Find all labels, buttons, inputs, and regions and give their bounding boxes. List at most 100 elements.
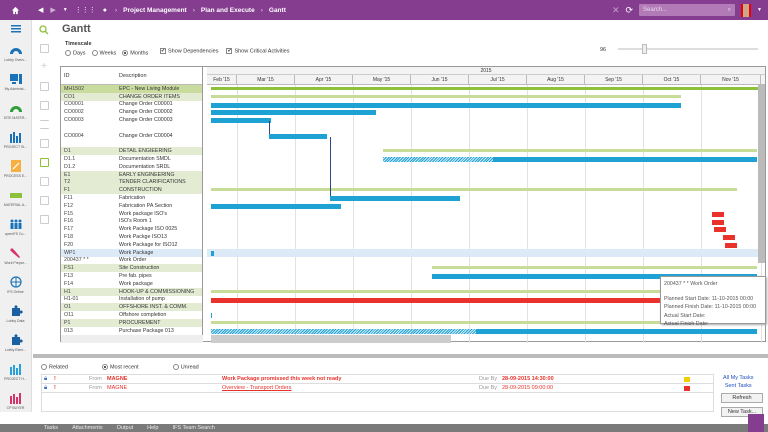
nav-lobby-overview[interactable]: Lobby Overv... bbox=[0, 38, 31, 67]
tab-output[interactable]: Output bbox=[116, 425, 134, 431]
search-icon[interactable]: ⌕ bbox=[727, 6, 732, 13]
gantt-bar[interactable] bbox=[712, 219, 724, 225]
form-tool[interactable] bbox=[33, 39, 55, 58]
table-row[interactable]: F12 Fabrication PA Section bbox=[61, 202, 202, 210]
nav-project-si[interactable]: PROJECT SI... bbox=[0, 125, 31, 154]
gantt-bar[interactable] bbox=[211, 289, 761, 293]
refresh-icon[interactable]: ⟳ bbox=[625, 4, 634, 15]
table-row[interactable]: MH1502 EPC - New Living Module bbox=[61, 85, 202, 93]
gantt-bar[interactable] bbox=[383, 149, 757, 153]
table-row[interactable]: CO0003 Change Order C00003 bbox=[61, 116, 202, 124]
table-row[interactable]: FS1 Site Construction bbox=[61, 264, 202, 273]
search-input[interactable]: Search... ⌕ bbox=[639, 4, 736, 16]
new-task-button[interactable]: New Task... bbox=[721, 407, 763, 417]
table-row[interactable]: CO1 CHANGE ORDER ITEMS bbox=[61, 92, 202, 101]
add-tool[interactable]: + bbox=[33, 58, 55, 77]
table-row[interactable]: P1 PROCUREMENT bbox=[61, 318, 202, 327]
chart-vertical-scrollbar[interactable] bbox=[758, 85, 765, 263]
table-row[interactable]: F1 CONSTRUCTION bbox=[61, 186, 202, 195]
table-horizontal-scrollbar[interactable] bbox=[61, 335, 203, 343]
gantt-bar[interactable] bbox=[211, 204, 341, 209]
gantt-bar[interactable] bbox=[211, 118, 271, 124]
flag-icon[interactable] bbox=[684, 385, 690, 391]
nav-lobby-data[interactable]: Lobby Data bbox=[0, 299, 31, 328]
note-tool[interactable] bbox=[33, 210, 55, 229]
gantt-bar[interactable] bbox=[211, 188, 737, 192]
gantt-bar[interactable] bbox=[211, 250, 214, 256]
table-row[interactable]: F18 Work Packge ISO13 bbox=[61, 233, 202, 241]
task-row[interactable]: 🔒︎ ! From MAGNE Work Package promissed t… bbox=[42, 375, 713, 384]
table-row[interactable]: D1.2 Documentation SRDL bbox=[61, 163, 202, 171]
table-row[interactable]: E1 EARLY ENGINEERING bbox=[61, 170, 202, 179]
table-row[interactable]: CO0002 Change Order C00002 bbox=[61, 108, 202, 116]
flag-icon[interactable] bbox=[684, 376, 690, 382]
avatar-dropdown-icon[interactable]: ▼ bbox=[757, 7, 762, 13]
chart-horizontal-scrollbar[interactable] bbox=[211, 335, 451, 343]
table-row[interactable]: H1 HOOK-UP & COMMISSIONING bbox=[61, 287, 202, 296]
table-row[interactable]: CO0004 Change Order C00004 bbox=[61, 132, 202, 140]
table-row[interactable]: 013 Purchase Package 013 bbox=[61, 327, 202, 335]
gantt-bar[interactable] bbox=[269, 133, 327, 139]
gantt-bar[interactable] bbox=[725, 243, 737, 248]
tab-attachments[interactable]: Attachments bbox=[72, 425, 103, 431]
column-header-id[interactable]: ID bbox=[64, 72, 70, 79]
nav-project-h[interactable]: PROJECT H... bbox=[0, 357, 31, 386]
column-header-description[interactable]: Description bbox=[119, 72, 147, 79]
task-subject-link[interactable]: Overview - Transport Orders bbox=[222, 385, 292, 391]
delete-tool[interactable] bbox=[33, 96, 55, 115]
nav-openifs[interactable]: openIFS Co... bbox=[0, 212, 31, 241]
sent-tasks-link[interactable]: Sent Tasks bbox=[724, 383, 752, 389]
gantt-bar[interactable] bbox=[211, 102, 681, 108]
nav-process-e[interactable]: PROCESS E... bbox=[0, 154, 31, 183]
table-row[interactable]: F15 Work package ISO's bbox=[61, 210, 202, 218]
gantt-bar[interactable] bbox=[211, 321, 761, 324]
breadcrumb-gantt[interactable]: Gantt bbox=[268, 6, 286, 14]
table-row[interactable]: F17 Work Package ISO 0025 bbox=[61, 225, 202, 233]
filter-related-radio[interactable]: Related bbox=[41, 364, 68, 370]
gantt-bar[interactable] bbox=[383, 157, 493, 163]
breadcrumb-plan-and-execute[interactable]: Plan and Execute bbox=[200, 6, 255, 14]
table-row[interactable]: F11 Fabrication bbox=[61, 194, 202, 202]
nav-cp-buyer[interactable]: CP BUYER bbox=[0, 386, 31, 415]
gantt-bar[interactable] bbox=[211, 110, 376, 116]
gantt-bar[interactable] bbox=[211, 328, 476, 334]
gantt-bar[interactable] bbox=[714, 227, 726, 233]
search-tool[interactable] bbox=[33, 20, 55, 39]
filter-most-recent-radio[interactable]: Most recent bbox=[101, 364, 139, 370]
tab-tasks[interactable]: Tasks bbox=[44, 425, 59, 431]
table-row[interactable]: 200437 * * Work Order bbox=[61, 257, 202, 265]
nav-work-preparation[interactable]: Work Prepar... bbox=[0, 241, 31, 270]
all-my-tasks-link[interactable]: All My Tasks bbox=[723, 375, 754, 381]
table-row[interactable] bbox=[61, 140, 202, 148]
gantt-bar[interactable] bbox=[432, 274, 757, 280]
refresh-button[interactable]: Refresh bbox=[721, 393, 763, 403]
table-row[interactable]: CO0001 Change Order C00001 bbox=[61, 101, 202, 109]
nav-ifs-online[interactable]: IFS Online bbox=[0, 270, 31, 299]
gantt-bar[interactable] bbox=[211, 297, 761, 303]
table-row[interactable]: WP1 Work Package bbox=[61, 248, 202, 257]
apps-grid-icon[interactable]: ⋮⋮⋮ bbox=[74, 7, 96, 14]
home-button[interactable] bbox=[0, 0, 30, 20]
gantt-bar[interactable] bbox=[493, 157, 757, 163]
show-critical-checkbox[interactable]: ✔ Show Critical Activities bbox=[226, 48, 290, 55]
gantt-bar[interactable] bbox=[211, 313, 212, 319]
edit-tool[interactable] bbox=[33, 134, 55, 153]
tab-help[interactable]: Help bbox=[147, 425, 159, 431]
dot-icon[interactable]: ● bbox=[102, 6, 107, 14]
table-row[interactable]: T2 TENDER CLARIFICATIONS bbox=[61, 178, 202, 187]
gantt-bar[interactable] bbox=[211, 87, 761, 90]
show-dependencies-checkbox[interactable]: ✔ Show Dependencies bbox=[160, 48, 219, 55]
table-row[interactable]: O1 OFFSHORE INST. & COMM. bbox=[61, 303, 202, 312]
back-icon[interactable]: ◀ bbox=[38, 7, 44, 14]
task-row[interactable]: 🔒︎ ! From MAGNE Overview - Transport Ord… bbox=[42, 384, 713, 393]
details-tool[interactable] bbox=[33, 153, 55, 172]
zoom-slider-thumb[interactable] bbox=[642, 44, 647, 54]
task-subject[interactable]: Work Package promissed this week not rea… bbox=[222, 376, 342, 382]
nav-site-material[interactable]: SITE MATER... bbox=[0, 96, 31, 125]
dropdown-icon[interactable]: ▼ bbox=[62, 7, 68, 13]
tab-ifs-team-search[interactable]: IFS Team Search bbox=[172, 425, 215, 431]
zoom-slider[interactable] bbox=[618, 44, 758, 54]
breadcrumb-project-management[interactable]: Project Management bbox=[123, 6, 187, 14]
forward-icon[interactable]: ▶ bbox=[50, 7, 56, 14]
nav-lobby-elements[interactable]: Lobby Elem... bbox=[0, 328, 31, 357]
